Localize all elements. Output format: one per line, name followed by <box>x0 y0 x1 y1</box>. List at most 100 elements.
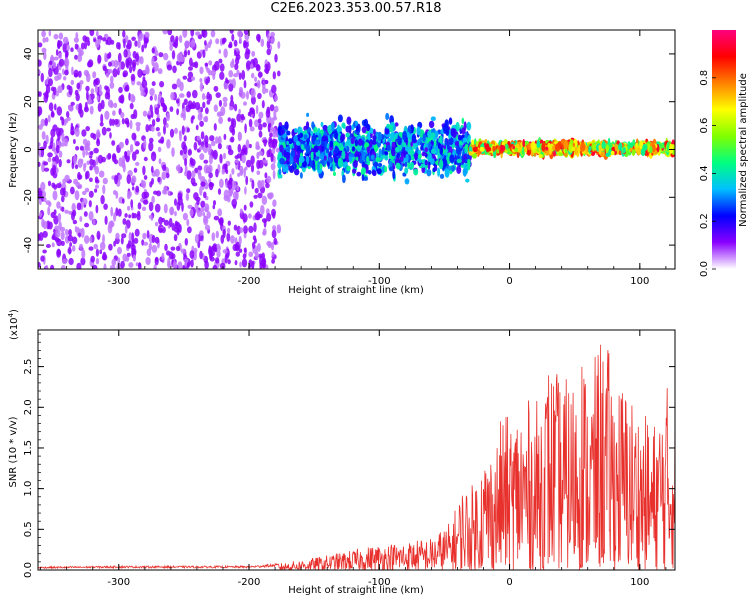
spectrogram-cell <box>108 243 113 251</box>
spectrogram-cell <box>72 209 77 217</box>
spectrogram-cell <box>133 109 138 119</box>
spectrogram-cell <box>243 225 248 234</box>
spectrogram-cell <box>444 168 450 178</box>
spectrogram-cell <box>84 187 90 193</box>
spectrogram-cell <box>118 174 123 180</box>
spectrogram-cell <box>167 257 171 267</box>
spectrogram-cell <box>401 152 404 163</box>
spectrogram-cell <box>150 165 154 174</box>
spectrogram-cell <box>162 164 167 172</box>
spectrogram-cell <box>245 159 252 168</box>
spectrogram-cell <box>205 78 209 86</box>
spectrogram-cell <box>124 87 129 92</box>
spectrogram-cell <box>126 150 131 157</box>
spectrogram-cell <box>65 50 69 58</box>
x-tick-label: -300 <box>107 276 130 287</box>
spectrogram-cell <box>38 106 43 116</box>
spectrogram-cell <box>282 164 287 173</box>
spectrogram-cell <box>305 121 310 129</box>
spectrogram-cell <box>104 215 108 225</box>
spectrogram-cell <box>236 225 241 235</box>
spectrogram-cell <box>216 111 223 117</box>
colorbar-ticks: 0.0 0.2 0.4 0.6 0.8 <box>699 70 716 277</box>
spectrogram-cell <box>94 176 99 183</box>
spectrogram-cell <box>163 125 166 135</box>
spectrogram-cell <box>271 84 277 94</box>
spectrogram-cell <box>177 164 181 174</box>
spectrogram-cell <box>243 41 249 49</box>
spectrogram-cell <box>361 174 365 182</box>
spectrogram-cell <box>118 86 123 94</box>
spectrogram-cell <box>143 241 149 246</box>
spectrogram-cell <box>228 83 234 92</box>
spectrogram-cell <box>479 146 485 152</box>
spectrogram-cell <box>41 218 45 228</box>
snr-panel: -300 -200 -100 0 100 0.0 0.5 1.0 1.5 2.0 2.5 Heig… <box>7 309 676 596</box>
spectrogram-cell <box>394 122 399 127</box>
spectrogram-cell <box>105 72 110 78</box>
spectrogram-cell <box>89 158 94 166</box>
spectrogram-cell <box>219 153 223 164</box>
spectrogram-cell <box>107 99 113 108</box>
spectrogram-cell <box>81 249 86 259</box>
spectrogram-cell <box>404 167 409 175</box>
spectrogram-cell <box>154 168 160 177</box>
spectrogram-cell <box>71 236 78 245</box>
spectrogram-cell <box>422 133 426 143</box>
spectrogram-cell <box>93 166 98 171</box>
spectrogram-cell <box>215 230 219 239</box>
spectrogram-cell <box>234 260 238 266</box>
spectrogram-cell <box>233 49 237 56</box>
spectrogram-cell <box>313 145 319 153</box>
spectrogram-cell <box>261 257 267 267</box>
spectrogram-cell <box>137 68 143 78</box>
spectrogram-cell <box>249 107 255 115</box>
spectrogram-cell <box>313 164 316 171</box>
spectrogram-cell <box>553 150 556 157</box>
spectrogram-cell <box>373 143 378 153</box>
spectrogram-cell <box>254 212 260 221</box>
spectrogram-cell <box>179 131 182 142</box>
spectrogram-cell <box>402 130 407 141</box>
spectrogram-cell <box>467 165 471 171</box>
spectrogram-cell <box>182 30 188 38</box>
spectrogram-cell <box>182 144 188 155</box>
spectrogram-cell <box>67 234 74 242</box>
spectrogram-cell <box>43 197 47 203</box>
spectrogram-cell <box>272 130 277 138</box>
spectrogram-cell <box>226 79 230 84</box>
spectrogram-cell <box>219 217 224 226</box>
spectrogram-cell <box>231 168 235 175</box>
spectrogram-cell <box>102 251 107 261</box>
spectrogram-cell <box>137 39 141 49</box>
spectrogram-cell <box>310 151 314 161</box>
spectrogram-cell <box>635 142 639 148</box>
spectrogram-cell <box>135 53 139 62</box>
spectrogram-cell <box>111 140 116 146</box>
spectrogram-cell <box>133 167 138 173</box>
spectrogram-cell <box>130 199 134 208</box>
spectrogram-cell <box>199 120 205 127</box>
spectrogram-cell <box>610 150 615 156</box>
spectrogram-cell <box>198 146 204 151</box>
spectrogram-cell <box>226 232 231 242</box>
spectrogram-cell <box>122 218 127 225</box>
spectrogram-cell <box>168 217 173 228</box>
colorbar-gradient <box>712 30 736 269</box>
spectrogram-cell <box>135 149 140 155</box>
spectrogram-cell <box>219 63 225 72</box>
spectrogram-cell <box>112 68 118 78</box>
spectrogram-cell <box>42 249 47 254</box>
spectrogram-cell <box>151 47 155 54</box>
spectrogram-cell <box>468 151 473 156</box>
spectrogram-cell <box>325 148 330 154</box>
spectrogram-cell <box>58 58 65 67</box>
spectrogram-cell <box>266 240 272 247</box>
spectrogram-cell <box>133 237 139 244</box>
spectrogram-cell <box>187 149 192 156</box>
spectrogram-cell <box>346 116 352 125</box>
spectrogram-cell <box>184 258 189 264</box>
spectrogram-cell <box>74 127 80 137</box>
spectrogram-cell <box>190 40 196 48</box>
spectrogram-cell <box>241 154 246 164</box>
